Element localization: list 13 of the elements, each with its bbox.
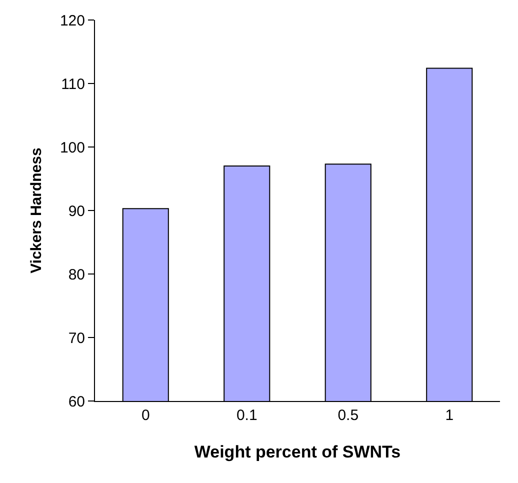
y-axis-title: Vickers Hardness — [28, 148, 46, 274]
x-tick-label: 1 — [445, 407, 454, 424]
y-tick-label: 60 — [68, 393, 85, 410]
y-tick-label: 70 — [68, 330, 85, 347]
y-tick-label: 110 — [61, 76, 85, 93]
y-tick-label: 80 — [68, 266, 85, 284]
y-tick-label: 100 — [60, 139, 85, 156]
y-tick-label: 90 — [68, 202, 85, 220]
x-tick-label: 0.1 — [236, 407, 258, 424]
x-tick-label: 0.5 — [338, 407, 359, 424]
x-axis-title: Weight percent of SWNTs — [194, 442, 401, 462]
x-tick-label: 0 — [141, 407, 150, 424]
y-tick-label: 120 — [60, 12, 85, 30]
